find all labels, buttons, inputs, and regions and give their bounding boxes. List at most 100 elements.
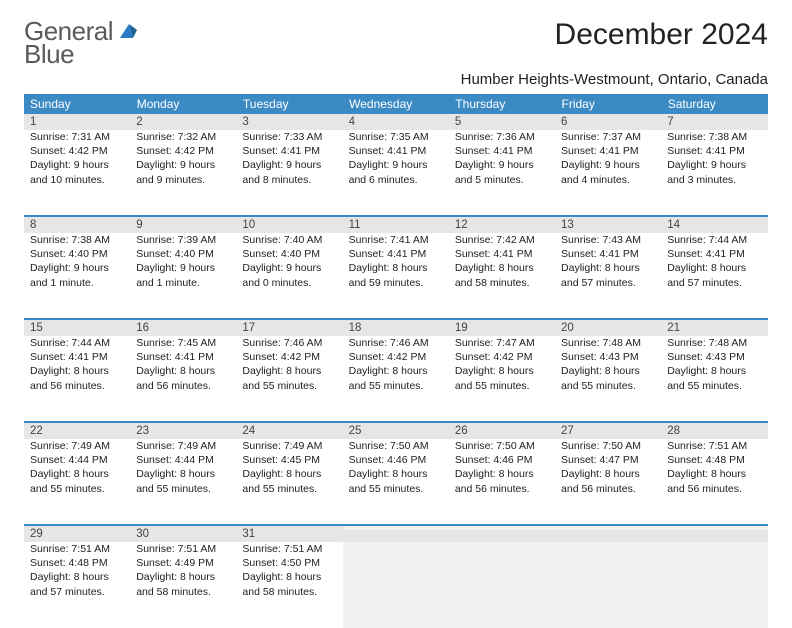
day-number: 9 xyxy=(130,217,236,233)
day-content: Sunrise: 7:51 AMSunset: 4:50 PMDaylight:… xyxy=(236,542,342,603)
daylight-line: Daylight: 8 hours and 55 minutes. xyxy=(349,364,443,392)
daynum-cell: 16 xyxy=(130,319,236,336)
sunrise-line: Sunrise: 7:39 AM xyxy=(136,233,230,247)
day-content: Sunrise: 7:38 AMSunset: 4:41 PMDaylight:… xyxy=(661,130,767,191)
daylight-line: Daylight: 9 hours and 4 minutes. xyxy=(561,158,655,186)
day-header-row: SundayMondayTuesdayWednesdayThursdayFrid… xyxy=(24,94,768,114)
daynum-cell xyxy=(449,525,555,542)
sunrise-line: Sunrise: 7:51 AM xyxy=(242,542,336,556)
sunrise-line: Sunrise: 7:41 AM xyxy=(349,233,443,247)
sunrise-line: Sunrise: 7:51 AM xyxy=(136,542,230,556)
daylight-line: Daylight: 9 hours and 0 minutes. xyxy=(242,261,336,289)
calendar-cell: Sunrise: 7:38 AMSunset: 4:40 PMDaylight:… xyxy=(24,233,130,319)
sunrise-line: Sunrise: 7:46 AM xyxy=(242,336,336,350)
sunrise-line: Sunrise: 7:43 AM xyxy=(561,233,655,247)
sunset-line: Sunset: 4:40 PM xyxy=(136,247,230,261)
daynum-cell: 4 xyxy=(343,114,449,130)
sunset-line: Sunset: 4:41 PM xyxy=(667,247,761,261)
calendar-row: Sunrise: 7:38 AMSunset: 4:40 PMDaylight:… xyxy=(24,233,768,319)
daylight-line: Daylight: 8 hours and 58 minutes. xyxy=(455,261,549,289)
sunrise-line: Sunrise: 7:49 AM xyxy=(242,439,336,453)
day-number xyxy=(343,526,449,530)
sunrise-line: Sunrise: 7:50 AM xyxy=(561,439,655,453)
sunrise-line: Sunrise: 7:31 AM xyxy=(30,130,124,144)
day-number: 22 xyxy=(24,423,130,439)
sunrise-line: Sunrise: 7:50 AM xyxy=(349,439,443,453)
daylight-line: Daylight: 9 hours and 9 minutes. xyxy=(136,158,230,186)
daylight-line: Daylight: 9 hours and 10 minutes. xyxy=(30,158,124,186)
day-number: 18 xyxy=(343,320,449,336)
day-content: Sunrise: 7:51 AMSunset: 4:48 PMDaylight:… xyxy=(661,439,767,500)
daynum-cell: 29 xyxy=(24,525,130,542)
sunset-line: Sunset: 4:41 PM xyxy=(349,247,443,261)
calendar-cell: Sunrise: 7:31 AMSunset: 4:42 PMDaylight:… xyxy=(24,130,130,216)
daylight-line: Daylight: 9 hours and 3 minutes. xyxy=(667,158,761,186)
sunset-line: Sunset: 4:46 PM xyxy=(349,453,443,467)
day-content: Sunrise: 7:49 AMSunset: 4:44 PMDaylight:… xyxy=(130,439,236,500)
calendar-body: 1234567Sunrise: 7:31 AMSunset: 4:42 PMDa… xyxy=(24,114,768,628)
day-content: Sunrise: 7:49 AMSunset: 4:44 PMDaylight:… xyxy=(24,439,130,500)
sunset-line: Sunset: 4:42 PM xyxy=(455,350,549,364)
calendar-cell: Sunrise: 7:37 AMSunset: 4:41 PMDaylight:… xyxy=(555,130,661,216)
logo-text: General Blue xyxy=(24,18,139,67)
day-number xyxy=(449,526,555,530)
day-content: Sunrise: 7:49 AMSunset: 4:45 PMDaylight:… xyxy=(236,439,342,500)
sunset-line: Sunset: 4:41 PM xyxy=(455,247,549,261)
day-number: 20 xyxy=(555,320,661,336)
daynum-cell: 22 xyxy=(24,422,130,439)
calendar-cell: Sunrise: 7:49 AMSunset: 4:45 PMDaylight:… xyxy=(236,439,342,525)
day-content: Sunrise: 7:37 AMSunset: 4:41 PMDaylight:… xyxy=(555,130,661,191)
sunset-line: Sunset: 4:42 PM xyxy=(30,144,124,158)
calendar-cell: Sunrise: 7:44 AMSunset: 4:41 PMDaylight:… xyxy=(661,233,767,319)
sunset-line: Sunset: 4:41 PM xyxy=(242,144,336,158)
daylight-line: Daylight: 8 hours and 57 minutes. xyxy=(667,261,761,289)
daynum-cell: 14 xyxy=(661,216,767,233)
daylight-line: Daylight: 8 hours and 55 minutes. xyxy=(136,467,230,495)
daynum-cell: 5 xyxy=(449,114,555,130)
daynum-cell: 17 xyxy=(236,319,342,336)
day-content: Sunrise: 7:48 AMSunset: 4:43 PMDaylight:… xyxy=(661,336,767,397)
daynum-cell: 23 xyxy=(130,422,236,439)
calendar-cell: Sunrise: 7:48 AMSunset: 4:43 PMDaylight:… xyxy=(555,336,661,422)
calendar-cell: Sunrise: 7:39 AMSunset: 4:40 PMDaylight:… xyxy=(130,233,236,319)
daynum-cell: 1 xyxy=(24,114,130,130)
day-number: 4 xyxy=(343,114,449,130)
daynum-cell: 15 xyxy=(24,319,130,336)
daylight-line: Daylight: 8 hours and 55 minutes. xyxy=(349,467,443,495)
daylight-line: Daylight: 8 hours and 57 minutes. xyxy=(30,570,124,598)
day-header: Thursday xyxy=(449,94,555,114)
day-content: Sunrise: 7:44 AMSunset: 4:41 PMDaylight:… xyxy=(661,233,767,294)
daynum-cell: 6 xyxy=(555,114,661,130)
sunrise-line: Sunrise: 7:51 AM xyxy=(667,439,761,453)
calendar-row: Sunrise: 7:51 AMSunset: 4:48 PMDaylight:… xyxy=(24,542,768,628)
calendar-page: General Blue December 2024 Humber Height… xyxy=(0,0,792,628)
daynum-cell: 19 xyxy=(449,319,555,336)
day-content: Sunrise: 7:41 AMSunset: 4:41 PMDaylight:… xyxy=(343,233,449,294)
day-content: Sunrise: 7:50 AMSunset: 4:47 PMDaylight:… xyxy=(555,439,661,500)
sunset-line: Sunset: 4:40 PM xyxy=(242,247,336,261)
sunset-line: Sunset: 4:49 PM xyxy=(136,556,230,570)
day-content: Sunrise: 7:36 AMSunset: 4:41 PMDaylight:… xyxy=(449,130,555,191)
sunset-line: Sunset: 4:45 PM xyxy=(242,453,336,467)
calendar-row: Sunrise: 7:49 AMSunset: 4:44 PMDaylight:… xyxy=(24,439,768,525)
day-content: Sunrise: 7:35 AMSunset: 4:41 PMDaylight:… xyxy=(343,130,449,191)
daynum-cell xyxy=(661,525,767,542)
sunrise-line: Sunrise: 7:44 AM xyxy=(667,233,761,247)
daynum-row: 293031 xyxy=(24,525,768,542)
calendar-cell: Sunrise: 7:47 AMSunset: 4:42 PMDaylight:… xyxy=(449,336,555,422)
daynum-cell xyxy=(343,525,449,542)
day-content: Sunrise: 7:46 AMSunset: 4:42 PMDaylight:… xyxy=(343,336,449,397)
daynum-cell: 25 xyxy=(343,422,449,439)
daynum-row: 15161718192021 xyxy=(24,319,768,336)
daynum-row: 1234567 xyxy=(24,114,768,130)
calendar-cell: Sunrise: 7:44 AMSunset: 4:41 PMDaylight:… xyxy=(24,336,130,422)
day-header: Wednesday xyxy=(343,94,449,114)
daynum-row: 22232425262728 xyxy=(24,422,768,439)
calendar-cell xyxy=(555,542,661,628)
calendar-cell: Sunrise: 7:48 AMSunset: 4:43 PMDaylight:… xyxy=(661,336,767,422)
day-content: Sunrise: 7:50 AMSunset: 4:46 PMDaylight:… xyxy=(449,439,555,500)
day-number: 12 xyxy=(449,217,555,233)
day-content: Sunrise: 7:45 AMSunset: 4:41 PMDaylight:… xyxy=(130,336,236,397)
calendar-cell: Sunrise: 7:45 AMSunset: 4:41 PMDaylight:… xyxy=(130,336,236,422)
day-number: 16 xyxy=(130,320,236,336)
